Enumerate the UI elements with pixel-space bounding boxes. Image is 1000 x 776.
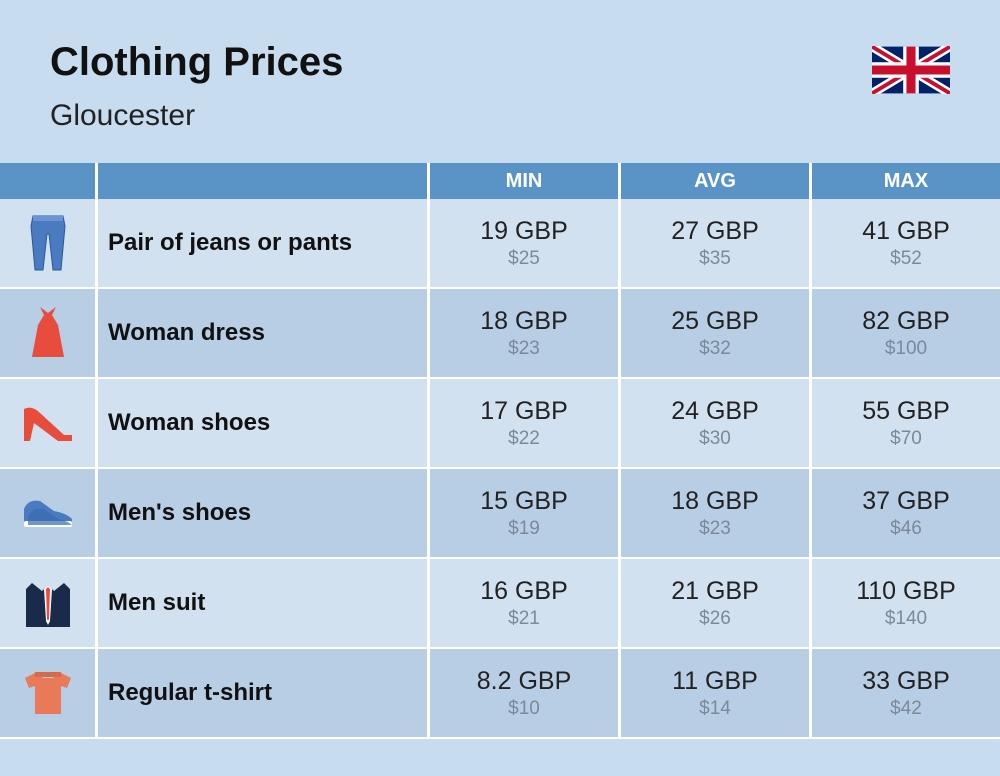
max-usd: $46 (890, 518, 922, 540)
max-gbp: 82 GBP (862, 307, 950, 336)
cell-avg: 25 GBP $32 (621, 289, 812, 377)
cell-avg: 21 GBP $26 (621, 559, 812, 647)
min-gbp: 15 GBP (480, 487, 568, 516)
tshirt-icon (0, 649, 98, 737)
cell-avg: 27 GBP $35 (621, 199, 812, 287)
suit-icon (0, 559, 98, 647)
cell-max: 82 GBP $100 (812, 289, 1000, 377)
min-usd: $25 (508, 248, 540, 270)
min-usd: $23 (508, 338, 540, 360)
title-block: Clothing Prices Gloucester (50, 40, 343, 133)
row-name: Pair of jeans or pants (98, 199, 430, 287)
min-usd: $22 (508, 428, 540, 450)
heel-icon (0, 379, 98, 467)
cell-max: 37 GBP $46 (812, 469, 1000, 557)
avg-gbp: 11 GBP (672, 667, 758, 696)
row-name: Men's shoes (98, 469, 430, 557)
max-usd: $100 (885, 338, 927, 360)
page-subtitle: Gloucester (50, 99, 343, 133)
dress-icon (0, 289, 98, 377)
max-usd: $42 (890, 698, 922, 720)
row-name: Woman shoes (98, 379, 430, 467)
table-row: Woman dress 18 GBP $23 25 GBP $32 82 GBP… (0, 289, 1000, 379)
max-gbp: 55 GBP (862, 397, 950, 426)
row-name: Men suit (98, 559, 430, 647)
table-row: Men's shoes 15 GBP $19 18 GBP $23 37 GBP… (0, 469, 1000, 559)
max-gbp: 110 GBP (856, 577, 956, 606)
max-usd: $140 (885, 608, 927, 630)
cell-min: 8.2 GBP $10 (430, 649, 621, 737)
avg-gbp: 27 GBP (671, 217, 759, 246)
min-usd: $10 (508, 698, 540, 720)
cell-min: 19 GBP $25 (430, 199, 621, 287)
row-name: Woman dress (98, 289, 430, 377)
avg-usd: $30 (699, 428, 731, 450)
th-icon-empty (0, 163, 98, 199)
table-row: Woman shoes 17 GBP $22 24 GBP $30 55 GBP… (0, 379, 1000, 469)
prices-table: MIN AVG MAX Pair of jeans or pants 19 GB… (0, 163, 1000, 739)
min-gbp: 16 GBP (480, 577, 568, 606)
page-title: Clothing Prices (50, 40, 343, 85)
th-avg: AVG (621, 163, 812, 199)
avg-usd: $26 (699, 608, 731, 630)
uk-flag-icon (872, 46, 950, 99)
avg-usd: $23 (699, 518, 731, 540)
avg-gbp: 21 GBP (671, 577, 759, 606)
avg-gbp: 24 GBP (671, 397, 759, 426)
cell-avg: 24 GBP $30 (621, 379, 812, 467)
cell-max: 41 GBP $52 (812, 199, 1000, 287)
table-header-row: MIN AVG MAX (0, 163, 1000, 199)
sneaker-icon (0, 469, 98, 557)
min-gbp: 17 GBP (480, 397, 568, 426)
max-gbp: 37 GBP (862, 487, 950, 516)
table-row: Pair of jeans or pants 19 GBP $25 27 GBP… (0, 199, 1000, 289)
cell-min: 16 GBP $21 (430, 559, 621, 647)
min-usd: $19 (508, 518, 540, 540)
avg-usd: $32 (699, 338, 731, 360)
table-body: Pair of jeans or pants 19 GBP $25 27 GBP… (0, 199, 1000, 739)
max-usd: $52 (890, 248, 922, 270)
header: Clothing Prices Gloucester (0, 0, 1000, 163)
jeans-icon (0, 199, 98, 287)
min-gbp: 8.2 GBP (477, 667, 572, 696)
avg-usd: $14 (699, 698, 731, 720)
min-gbp: 18 GBP (480, 307, 568, 336)
th-name-empty (98, 163, 430, 199)
cell-min: 15 GBP $19 (430, 469, 621, 557)
cell-max: 33 GBP $42 (812, 649, 1000, 737)
th-max: MAX (812, 163, 1000, 199)
cell-max: 55 GBP $70 (812, 379, 1000, 467)
table-row: Men suit 16 GBP $21 21 GBP $26 110 GBP $… (0, 559, 1000, 649)
max-gbp: 41 GBP (862, 217, 950, 246)
cell-min: 17 GBP $22 (430, 379, 621, 467)
cell-avg: 11 GBP $14 (621, 649, 812, 737)
max-usd: $70 (890, 428, 922, 450)
min-usd: $21 (508, 608, 540, 630)
max-gbp: 33 GBP (862, 667, 950, 696)
cell-min: 18 GBP $23 (430, 289, 621, 377)
min-gbp: 19 GBP (480, 217, 568, 246)
th-min: MIN (430, 163, 621, 199)
cell-avg: 18 GBP $23 (621, 469, 812, 557)
cell-max: 110 GBP $140 (812, 559, 1000, 647)
avg-gbp: 25 GBP (671, 307, 759, 336)
table-row: Regular t-shirt 8.2 GBP $10 11 GBP $14 3… (0, 649, 1000, 739)
row-name: Regular t-shirt (98, 649, 430, 737)
avg-usd: $35 (699, 248, 731, 270)
avg-gbp: 18 GBP (671, 487, 759, 516)
